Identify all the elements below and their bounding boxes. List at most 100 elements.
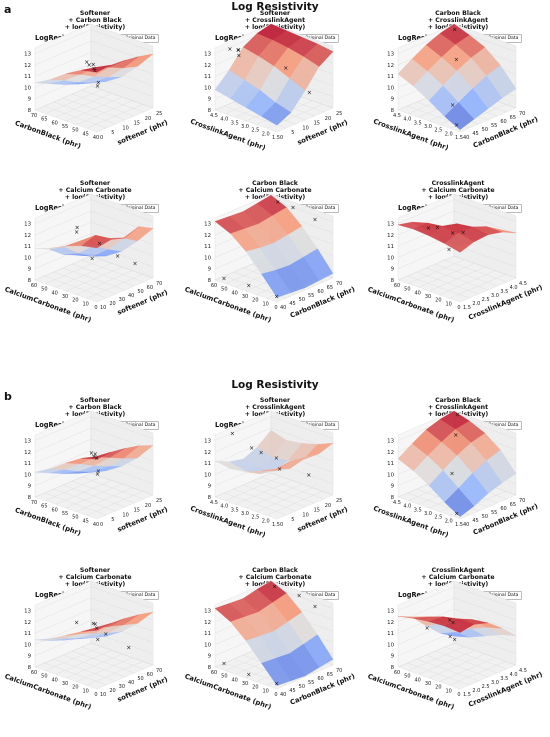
y-tick-label: 30 (119, 297, 125, 303)
y-tick-label: 4.5 (519, 281, 527, 287)
z-tick-label: 9 (391, 267, 395, 273)
gridline (397, 222, 517, 247)
y-tick-label: 10 (302, 512, 308, 518)
surface-plot: 89101112131.52.02.53.03.54.04.5404550556… (372, 23, 539, 152)
x-tick-label: 3.5 (414, 507, 422, 513)
z-tick-label: 11 (204, 244, 211, 250)
surface (214, 580, 334, 686)
surface-patch (444, 232, 475, 253)
legend-label: Original Data (125, 206, 156, 211)
chart-a-2: Softener + CrosslinkAgent + log(Resistiv… (185, 10, 365, 180)
data-point-marker: × (87, 62, 92, 69)
y-tick-label: 10 (100, 692, 106, 698)
x-tick-label: 50 (404, 287, 410, 293)
data-point-marker: × (277, 466, 282, 473)
x-tick-label: 60 (31, 283, 37, 289)
data-point-marker: × (272, 584, 277, 591)
gridline (444, 646, 507, 670)
y-tick-label: 40 (128, 293, 134, 299)
data-points: ××××× (425, 617, 457, 644)
gridline (34, 450, 154, 475)
data-point-marker: × (454, 122, 459, 129)
x-tick-label: 55 (62, 511, 68, 517)
x-tick-label: 2.5 (434, 128, 442, 134)
data-point-marker: × (274, 455, 279, 462)
x-tick-label: 2.0 (445, 518, 453, 524)
x-tick-label: 40 (414, 290, 420, 296)
x-tick-label: 45 (82, 131, 88, 137)
legend-label: Original Data (305, 593, 336, 598)
y-tick-label: 5 (291, 130, 294, 136)
x-tick-label: 60 (31, 670, 37, 676)
data-point-marker: × (452, 637, 457, 644)
y-tick-label: 3.5 (500, 289, 508, 295)
gridlines (34, 586, 154, 686)
data-point-marker: × (96, 468, 101, 475)
gridline (397, 586, 517, 611)
x-tick-label: 4.0 (403, 504, 411, 510)
data-point-marker: × (306, 472, 311, 479)
y-tick-label: 1.5 (463, 692, 471, 698)
y-tick-label: 25 (336, 111, 342, 117)
surface-patch (444, 618, 475, 633)
tick-labels: 8 9 10 11 12 13 40 45 50 55 60 65 70 0 5 10 15 20 25 (24, 439, 162, 528)
data-point-marker: × (221, 276, 226, 283)
z-tick-label: 13 (387, 222, 394, 228)
x-tick-label: 55 (62, 124, 68, 130)
y-tick-label: 3.0 (491, 293, 499, 299)
data-point-marker: × (249, 445, 254, 452)
x-tick-label: 10 (445, 301, 451, 307)
data-point-marker: × (297, 592, 302, 599)
panel-b-title: Log Resistivity (231, 379, 319, 391)
data-points: ××××××× (84, 59, 101, 90)
x-tick-label: 60 (211, 283, 217, 289)
data-point-marker: × (455, 411, 460, 418)
y-tick-label: 60 (147, 285, 153, 291)
z-tick-label: 11 (204, 461, 211, 467)
z-tick-label: 13 (387, 439, 394, 445)
z-tick-label: 13 (387, 609, 394, 615)
y-tick-label: 55 (491, 123, 497, 129)
y-tick-label: 40 (463, 135, 469, 141)
tick-labels: 891011121301020304050601.52.02.53.03.54.… (387, 609, 527, 698)
surface (397, 616, 517, 638)
surface-patch (261, 270, 292, 298)
surface-patch (81, 623, 112, 632)
gridline (81, 646, 144, 670)
y-tick-label: 50 (299, 684, 305, 690)
gridlines (34, 29, 154, 129)
z-tick-label: 10 (387, 642, 394, 648)
data-point-marker: × (425, 625, 430, 632)
y-tick-label: 0 (280, 135, 283, 141)
y-tick-label: 55 (308, 293, 314, 299)
data-point-marker: × (236, 47, 241, 54)
y-tick-label: 2.5 (482, 684, 490, 690)
y-tick-label: 5 (111, 130, 114, 136)
z-tick-label: 11 (24, 631, 31, 637)
surface-plot: 8 9 10 11 12 13 40 45 50 55 60 65 70 0 5 10 15 20 25 Carbon… (14, 410, 169, 537)
legend-label: Original Data (125, 593, 156, 598)
surface-patch (261, 658, 292, 686)
surface-plot: 8910111213010203040506010203040506070Cal… (4, 193, 169, 324)
y-tick-label: 25 (156, 111, 162, 117)
y-tick-label: 45 (472, 518, 478, 524)
y-tick-label: 60 (500, 119, 506, 125)
data-point-marker: × (454, 56, 459, 63)
y-tick-label: 60 (317, 289, 323, 295)
y-tick-label: 40 (463, 522, 469, 528)
x-tick-label: 20 (252, 298, 258, 304)
gridline (34, 29, 154, 54)
x-tick-label: 30 (62, 294, 68, 300)
y-tick-label: 45 (289, 688, 295, 694)
legend-label: Original Data (488, 593, 519, 598)
z-tick-label: 9 (208, 97, 212, 103)
y-tick-label: 50 (137, 289, 143, 295)
data-point-marker: × (283, 65, 288, 72)
x-tick-label: 60 (394, 670, 400, 676)
chart-b-1: Softener + Carbon Black + log(Resistivit… (5, 397, 185, 567)
data-point-marker: × (452, 27, 457, 34)
z-tick-label: 10 (24, 472, 31, 478)
x-tick-label: 30 (242, 294, 248, 300)
data-point-marker: × (274, 293, 279, 300)
x-tick-label: 0 (94, 692, 97, 698)
